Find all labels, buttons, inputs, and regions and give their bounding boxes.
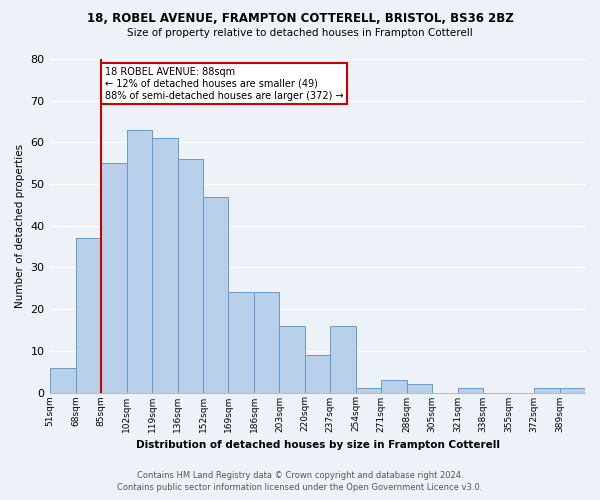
Bar [152, 138, 178, 392]
Bar [331, 326, 356, 392]
Bar [458, 388, 483, 392]
Bar [254, 292, 280, 392]
Text: Size of property relative to detached houses in Frampton Cotterell: Size of property relative to detached ho… [127, 28, 473, 38]
Bar [50, 368, 76, 392]
Bar [407, 384, 432, 392]
Text: 18, ROBEL AVENUE, FRAMPTON COTTERELL, BRISTOL, BS36 2BZ: 18, ROBEL AVENUE, FRAMPTON COTTERELL, BR… [86, 12, 514, 26]
Bar [356, 388, 381, 392]
Bar [203, 196, 229, 392]
Bar [305, 355, 331, 393]
Y-axis label: Number of detached properties: Number of detached properties [15, 144, 25, 308]
Bar [101, 163, 127, 392]
Bar [381, 380, 407, 392]
Bar [76, 238, 101, 392]
Bar [280, 326, 305, 392]
X-axis label: Distribution of detached houses by size in Frampton Cotterell: Distribution of detached houses by size … [136, 440, 500, 450]
Text: 18 ROBEL AVENUE: 88sqm
← 12% of detached houses are smaller (49)
88% of semi-det: 18 ROBEL AVENUE: 88sqm ← 12% of detached… [105, 68, 344, 100]
Bar [178, 159, 203, 392]
Bar [534, 388, 560, 392]
Bar [229, 292, 254, 392]
Bar [127, 130, 152, 392]
Text: Contains HM Land Registry data © Crown copyright and database right 2024.
Contai: Contains HM Land Registry data © Crown c… [118, 471, 482, 492]
Bar [560, 388, 585, 392]
